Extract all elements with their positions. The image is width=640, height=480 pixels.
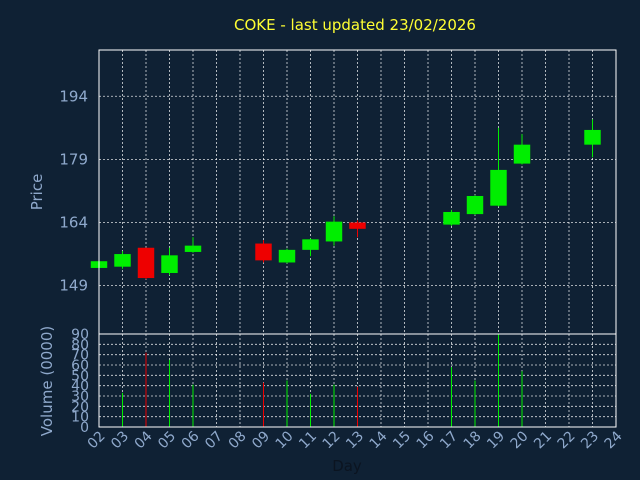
volume-tick-label: 10 xyxy=(71,410,89,426)
candle-body xyxy=(161,255,178,273)
x-axis-label: Day xyxy=(332,457,362,475)
volume-tick-label: 30 xyxy=(71,389,89,405)
x-tick-label: 17 xyxy=(437,428,461,452)
volume-tick-label: 70 xyxy=(71,348,89,364)
candle-body xyxy=(114,254,131,267)
volume-tick-label: 90 xyxy=(71,327,89,343)
x-tick-label: 20 xyxy=(508,428,532,452)
x-tick-label: 18 xyxy=(461,428,485,452)
volume-series xyxy=(122,334,523,427)
x-tick-label: 19 xyxy=(484,428,508,452)
x-tick-label: 21 xyxy=(531,428,555,452)
volume-tick-label: 60 xyxy=(71,358,89,374)
x-tick-label: 08 xyxy=(226,428,250,452)
volume-axis-label: Volume (0000) xyxy=(38,326,56,436)
candle-body xyxy=(184,245,202,252)
volume-tick-label: 0 xyxy=(80,420,89,436)
candle-body xyxy=(349,222,366,229)
volume-tick-label: 40 xyxy=(71,379,89,395)
candle-body xyxy=(490,169,507,206)
volume-panel-frame xyxy=(98,333,617,428)
x-tick-label: 24 xyxy=(602,428,626,452)
candle-body xyxy=(443,211,460,225)
x-tick-label: 12 xyxy=(320,428,344,452)
candle-body xyxy=(278,249,296,263)
x-tick-label: 16 xyxy=(414,428,438,452)
price-tick-label: 164 xyxy=(59,214,88,232)
x-tick-label: 22 xyxy=(555,428,579,452)
x-tick-label: 07 xyxy=(202,428,226,452)
x-tick-label: 23 xyxy=(578,428,602,452)
price-axis: 149 164 179 194 xyxy=(59,87,88,294)
x-tick-label: 09 xyxy=(249,428,273,452)
price-tick-label: 179 xyxy=(59,150,88,168)
x-tick-label: 13 xyxy=(343,428,367,452)
x-axis: 02 03 04 05 06 07 08 09 10 11 12 13 14 15 16 17 18 19 20 21… xyxy=(85,428,626,452)
price-grid xyxy=(98,50,617,334)
volume-tick-label: 80 xyxy=(71,337,89,353)
x-tick-label: 03 xyxy=(108,428,132,452)
candle-body xyxy=(302,239,319,250)
x-tick-label: 05 xyxy=(155,428,179,452)
candle-body xyxy=(466,195,484,215)
volume-tick-label: 50 xyxy=(71,368,89,384)
price-tick-label: 194 xyxy=(59,87,88,105)
candle-body xyxy=(584,129,601,145)
x-tick-label: 15 xyxy=(390,428,414,452)
x-tick-label: 14 xyxy=(367,428,391,452)
x-tick-label: 04 xyxy=(132,428,156,452)
chart-title: COKE - last updated 23/02/2026 xyxy=(234,16,476,34)
candle-body xyxy=(255,243,272,261)
volume-tick-label: 20 xyxy=(71,399,89,415)
candle-body xyxy=(325,221,343,242)
y-axis-label: Price xyxy=(28,174,46,211)
candle-body xyxy=(137,247,155,279)
candle-body xyxy=(513,144,531,164)
price-tick-label: 149 xyxy=(59,277,88,295)
x-tick-label: 06 xyxy=(179,428,203,452)
x-tick-label: 11 xyxy=(296,428,320,452)
x-tick-label: 10 xyxy=(273,428,297,452)
candle-series xyxy=(90,119,601,280)
